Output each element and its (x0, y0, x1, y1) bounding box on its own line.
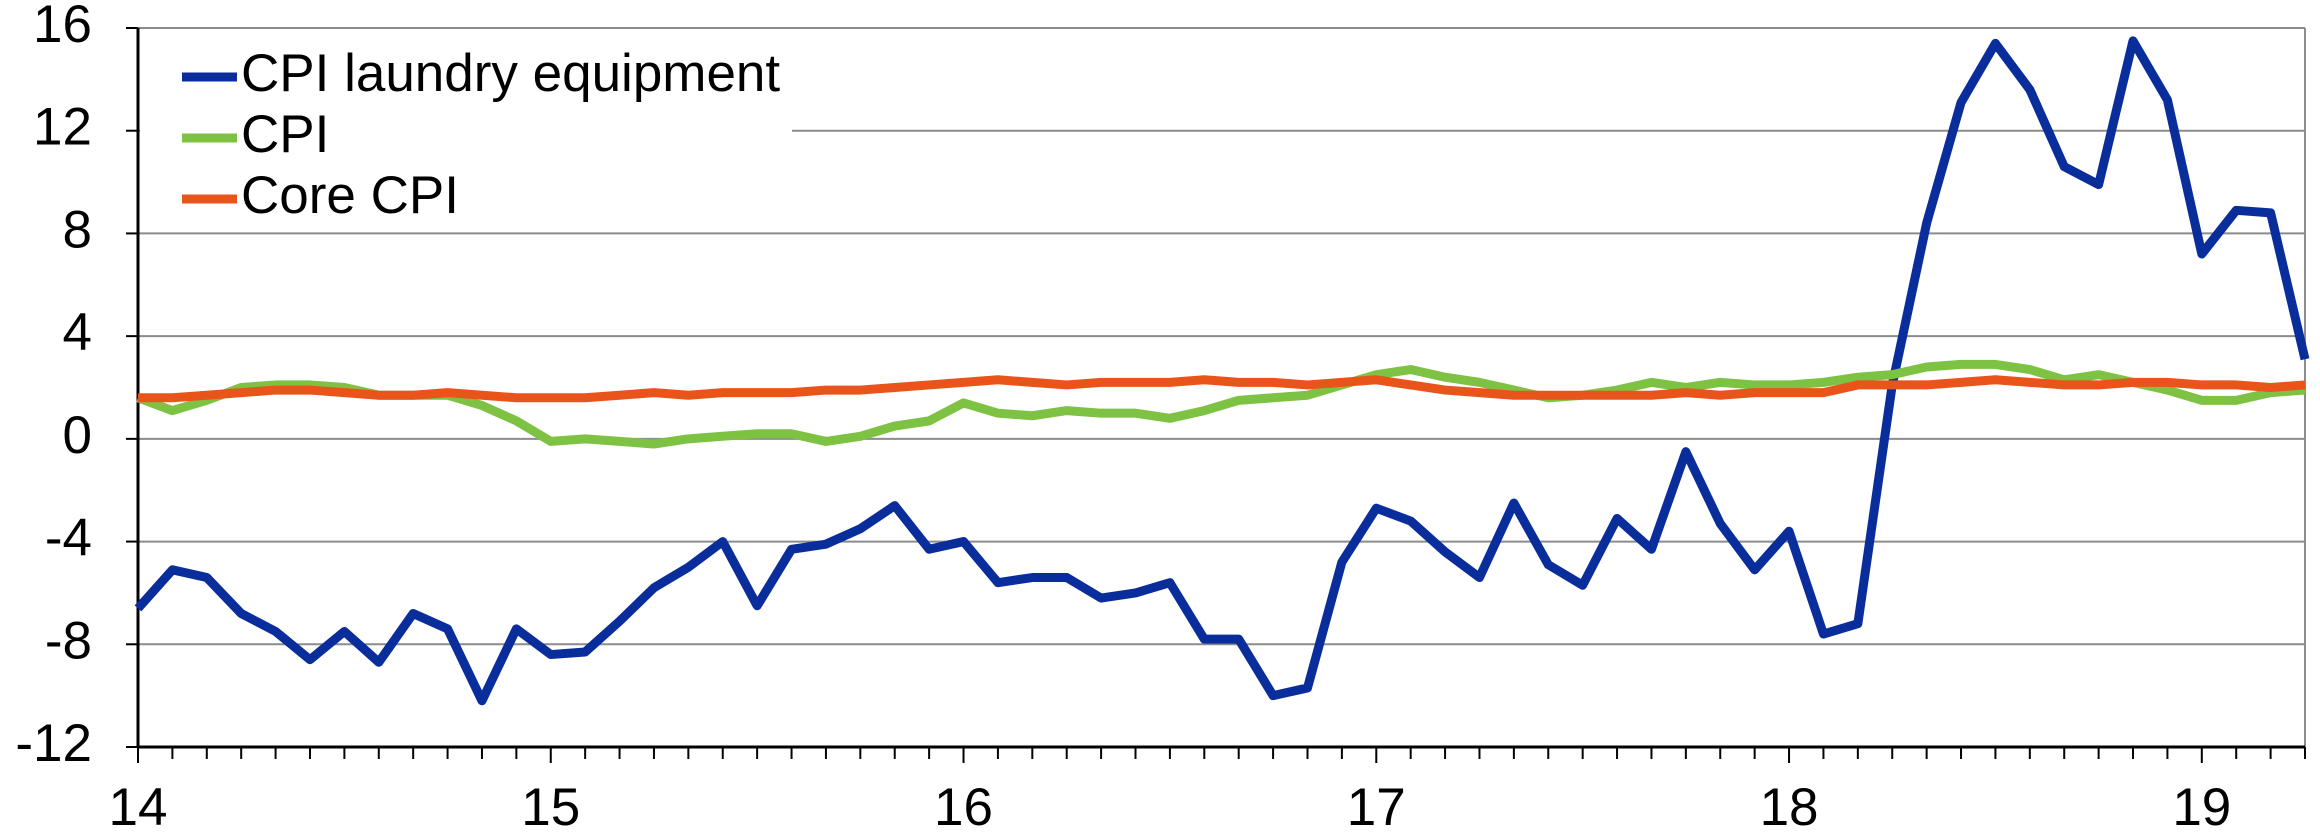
y-tick-label: 0 (63, 406, 92, 465)
y-tick-label: 16 (33, 0, 92, 54)
x-tick-label: 15 (521, 778, 580, 835)
y-tick-label: -8 (45, 611, 92, 670)
legend-label: Core CPI (241, 166, 459, 225)
y-tick-label: -12 (15, 714, 92, 773)
data-line (136, 359, 2306, 449)
y-tick-label: 8 (63, 200, 92, 259)
y-tick-label: 4 (63, 303, 92, 362)
y-tick-label: -4 (45, 509, 92, 568)
data-line (138, 375, 2306, 403)
x-tick-label: 18 (1760, 778, 1819, 835)
legend-label: CPI laundry equipment (241, 44, 780, 103)
x-tick-label: 17 (1347, 778, 1406, 835)
x-tick-label: 16 (934, 778, 993, 835)
y-tick-label: 12 (33, 98, 92, 157)
legend-background (140, 36, 792, 230)
x-tick-label: 19 (2172, 778, 2231, 835)
x-tick-label: 14 (109, 778, 168, 835)
data-line (134, 36, 2310, 706)
legend-label: CPI (241, 105, 329, 164)
